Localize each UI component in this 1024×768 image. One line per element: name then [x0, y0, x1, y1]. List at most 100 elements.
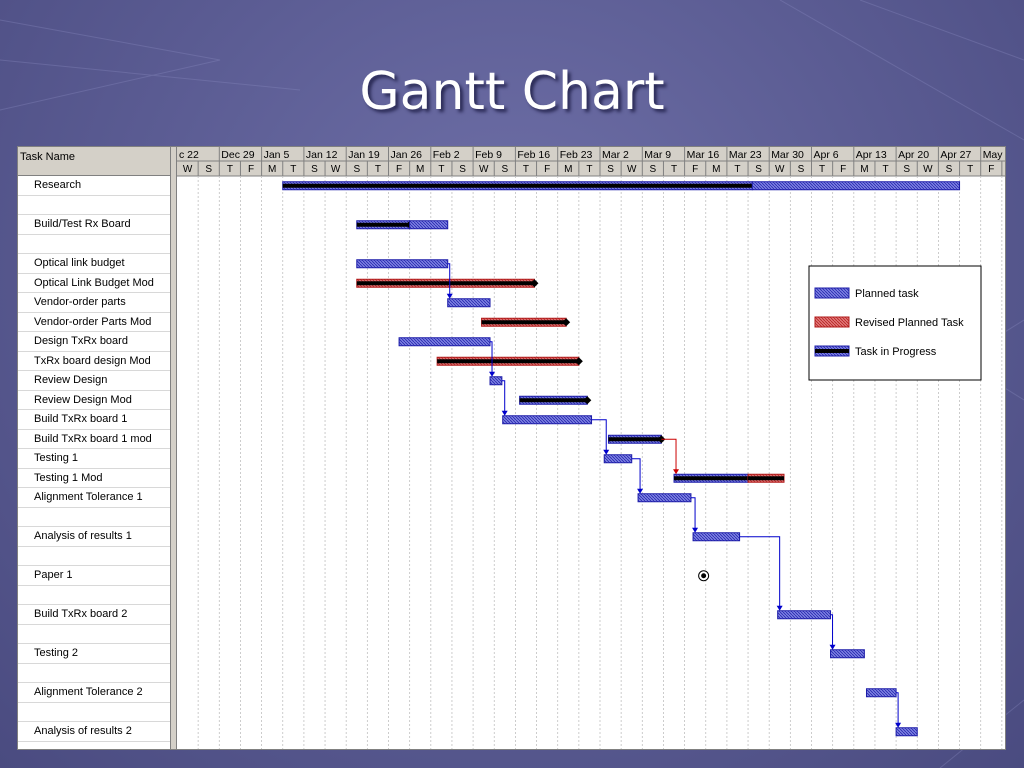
- task-name-cell[interactable]: Vendor-order Parts Mod: [18, 313, 170, 332]
- task-name-cell[interactable]: Alignment Tolerance 2: [18, 683, 170, 703]
- task-name-cell[interactable]: [18, 586, 170, 605]
- task-name-cell[interactable]: Build/Test Rx Board: [18, 215, 170, 235]
- dependency-line: [830, 614, 834, 647]
- progress-marker: [583, 396, 592, 405]
- task-name-cell[interactable]: Vendor-order parts: [18, 293, 170, 313]
- day-label: T: [734, 164, 740, 175]
- progress-bar: [674, 476, 749, 481]
- day-label: F: [988, 164, 994, 175]
- week-label: Jan 26: [391, 149, 423, 161]
- task-name-cell[interactable]: [18, 508, 170, 527]
- task-name-cell[interactable]: Paper 1: [18, 566, 170, 586]
- week-label: Jan 19: [348, 149, 380, 161]
- task-name-cell[interactable]: Research: [18, 176, 170, 196]
- task-name-cell[interactable]: Review Design Mod: [18, 391, 170, 410]
- progress-bar: [282, 183, 753, 188]
- legend-label: Planned task: [855, 288, 919, 300]
- progress-bar: [356, 222, 410, 227]
- dependency-line: [631, 458, 641, 491]
- task-name-cell[interactable]: Testing 2: [18, 644, 170, 664]
- week-label: Jan 5: [264, 149, 290, 161]
- task-name-cell[interactable]: [18, 664, 170, 683]
- progress-marker: [574, 357, 583, 366]
- gantt-chart: c 22 Dec 29 Jan 5 Jan 12 Jan 19 Jan 26 Feb 2 Fe…: [177, 147, 1006, 749]
- task-name-cell[interactable]: Build TxRx board 1: [18, 410, 170, 430]
- week-label: c 22: [179, 149, 199, 161]
- day-label: T: [819, 164, 825, 175]
- task-name-cell[interactable]: Alignment Tolerance 1: [18, 488, 170, 508]
- planned-bar: [865, 688, 897, 698]
- task-name-cell[interactable]: Design TxRx board: [18, 332, 170, 352]
- dependency-line: [490, 341, 493, 374]
- week-label: Apr 13: [856, 149, 887, 161]
- task-name-cell[interactable]: Testing 1 Mod: [18, 469, 170, 488]
- planned-bar: [502, 415, 593, 425]
- dependency-line: [661, 438, 677, 472]
- day-label: S: [459, 164, 466, 175]
- task-name-cell[interactable]: TxRx board design Mod: [18, 352, 170, 371]
- week-label: May 4: [983, 149, 1006, 161]
- week-label: Apr 20: [898, 149, 929, 161]
- planned-bar: [692, 532, 741, 542]
- legend-label: Task in Progress: [855, 346, 937, 358]
- task-name-cell[interactable]: Optical Link Budget Mod: [18, 274, 170, 293]
- day-label: W: [479, 164, 489, 175]
- day-label: W: [183, 164, 193, 175]
- task-name-cell[interactable]: Testing 1: [18, 449, 170, 469]
- planned-bar: [895, 727, 918, 737]
- day-label: F: [396, 164, 402, 175]
- legend-label: Revised Planned Task: [855, 317, 964, 329]
- column-splitter[interactable]: [170, 147, 177, 749]
- planned-bar: [398, 337, 491, 347]
- dependency-arrowhead: [829, 644, 836, 650]
- day-label: T: [375, 164, 381, 175]
- week-label: Apr 27: [940, 149, 971, 161]
- task-name-cell[interactable]: Optical link budget: [18, 254, 170, 274]
- dependency-arrowhead: [692, 527, 699, 533]
- day-label: M: [564, 164, 572, 175]
- progress-marker: [530, 279, 539, 288]
- progress-marker: [562, 318, 571, 327]
- dependency-line: [739, 536, 781, 608]
- task-name-cell[interactable]: [18, 235, 170, 254]
- week-label: Feb 23: [560, 149, 593, 161]
- dependency-line: [447, 263, 451, 296]
- task-name-cell[interactable]: [18, 625, 170, 644]
- dependency-arrowhead: [603, 449, 610, 455]
- planned-bar: [409, 220, 449, 230]
- day-label: S: [798, 164, 805, 175]
- task-name-cell[interactable]: [18, 196, 170, 215]
- progress-marker: [657, 435, 666, 444]
- day-label: T: [290, 164, 296, 175]
- week-label: Mar 30: [771, 149, 804, 161]
- task-name-cell[interactable]: Build TxRx board 1 mod: [18, 430, 170, 449]
- task-name-header[interactable]: Task Name: [18, 147, 170, 176]
- task-name-cell[interactable]: [18, 703, 170, 722]
- dependency-arrowhead: [489, 371, 496, 377]
- legend-swatch-planned: [814, 287, 850, 299]
- day-label: S: [205, 164, 212, 175]
- day-label: T: [967, 164, 973, 175]
- task-name-cell[interactable]: Analysis of results 1: [18, 527, 170, 547]
- progress-bar: [608, 437, 662, 442]
- legend-swatch-progress: [815, 349, 849, 353]
- task-name-cell[interactable]: [18, 547, 170, 566]
- task-name-cell[interactable]: Build TxRx board 2: [18, 605, 170, 625]
- day-label: S: [353, 164, 360, 175]
- dependency-arrowhead: [776, 605, 783, 611]
- task-name-cell[interactable]: Analysis of results 2: [18, 722, 170, 742]
- planned-bar: [356, 259, 449, 269]
- milestone-dot: [701, 573, 707, 579]
- dependency-arrowhead: [895, 722, 902, 728]
- day-label: W: [775, 164, 785, 175]
- day-label: T: [523, 164, 529, 175]
- planned-bar: [637, 493, 692, 503]
- day-label: F: [248, 164, 254, 175]
- planned-bar: [830, 649, 865, 659]
- gantt-panel: Task Name Research Build/Test Rx Board Opt…: [17, 146, 1006, 750]
- day-label: S: [650, 164, 657, 175]
- week-label: Mar 2: [602, 149, 629, 161]
- week-label: Feb 2: [433, 149, 460, 161]
- day-label: M: [416, 164, 424, 175]
- task-name-cell[interactable]: Review Design: [18, 371, 170, 391]
